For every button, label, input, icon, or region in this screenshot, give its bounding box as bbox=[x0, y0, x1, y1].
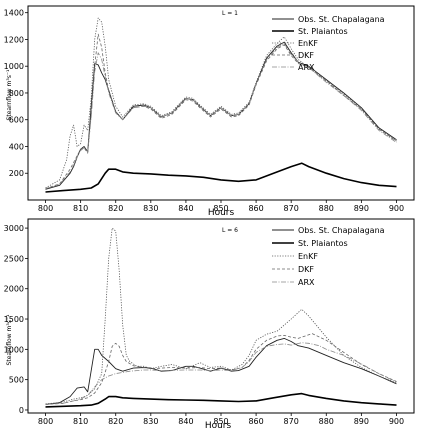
panel-l6-frame bbox=[27, 218, 415, 414]
x-tick-label: 900 bbox=[389, 204, 404, 213]
x-tick-label: 900 bbox=[389, 417, 404, 426]
panel-l6-series bbox=[45, 227, 397, 408]
legend-label-dkf: DKF bbox=[298, 51, 314, 60]
y-tick-label: 600 bbox=[9, 116, 24, 125]
panel-l1-x-axis-label: Hours bbox=[208, 208, 235, 218]
y-tick-label: 3000 bbox=[4, 224, 24, 233]
x-tick-label: 810 bbox=[73, 417, 88, 426]
y-tick-label: 1400 bbox=[4, 9, 24, 18]
x-tick-label: 880 bbox=[319, 417, 334, 426]
panel-l6-y-ticks: 0 500 1000 1500 2000 2500 3000 bbox=[4, 224, 28, 415]
x-tick-label: 820 bbox=[108, 204, 123, 213]
series-line-dkf bbox=[45, 33, 397, 189]
series-line-enkf bbox=[45, 227, 397, 405]
y-tick-label: 2500 bbox=[4, 254, 24, 263]
panel-l6-legend: Obs. St. Chapalagana St. Plaiantos EnKF DKF… bbox=[272, 226, 385, 287]
legend-label-dkf: DKF bbox=[298, 265, 314, 274]
series-line-st-plaiantos bbox=[45, 392, 397, 408]
series-line-arx bbox=[45, 342, 397, 405]
x-tick-label: 860 bbox=[248, 204, 263, 213]
y-tick-label: 400 bbox=[9, 142, 24, 151]
x-tick-label: 800 bbox=[38, 417, 53, 426]
x-tick-label: 840 bbox=[178, 204, 193, 213]
x-tick-label: 800 bbox=[38, 204, 53, 213]
x-tick-label: 870 bbox=[284, 204, 299, 213]
legend-label-obs-chapalagana: Obs. St. Chapalagana bbox=[298, 15, 385, 24]
panel-l6-x-ticks: 800 810 820 830 840 850 860 870 880 890 900 bbox=[38, 413, 404, 426]
y-tick-label: 0 bbox=[19, 406, 24, 415]
y-tick-label: 1000 bbox=[4, 62, 24, 71]
legend-label-st-plaiantos: St. Plaiantos bbox=[298, 27, 348, 36]
panel-l1-title: L = 1 bbox=[222, 10, 238, 17]
y-tick-label: 1000 bbox=[4, 345, 24, 354]
y-tick-label: 2000 bbox=[4, 285, 24, 294]
x-tick-label: 890 bbox=[354, 417, 369, 426]
panel-l6-y-axis-label: Stearnflow m³s⁻¹ bbox=[6, 314, 13, 366]
panel-l1: L = 1 Stearnflow m³s⁻¹ Hours 200 400 600 80… bbox=[4, 5, 415, 218]
panel-l1-y-axis-label: Stearnflow m³s⁻¹ bbox=[6, 69, 13, 121]
panel-l1-y-ticks: 200 400 600 800 1000 1200 1400 bbox=[4, 9, 28, 178]
x-tick-label: 850 bbox=[213, 417, 228, 426]
series-line-enkf bbox=[45, 17, 397, 189]
y-tick-label: 800 bbox=[9, 89, 24, 98]
x-tick-label: 830 bbox=[143, 204, 158, 213]
x-tick-label: 880 bbox=[319, 204, 334, 213]
legend-label-obs-chapalagana: Obs. St. Chapalagana bbox=[298, 226, 385, 235]
panel-l1-series bbox=[45, 17, 397, 193]
legend-label-st-plaiantos: St. Plaiantos bbox=[298, 239, 348, 248]
legend-label-arx: ARX bbox=[298, 278, 315, 287]
x-tick-label: 820 bbox=[108, 417, 123, 426]
x-tick-label: 890 bbox=[354, 204, 369, 213]
legend-label-arx: ARX bbox=[298, 63, 315, 72]
x-tick-label: 860 bbox=[248, 417, 263, 426]
x-tick-label: 850 bbox=[213, 204, 228, 213]
series-line-arx bbox=[45, 43, 397, 189]
x-tick-label: 830 bbox=[143, 417, 158, 426]
x-tick-label: 870 bbox=[284, 417, 299, 426]
series-line-obs-chapalagana bbox=[45, 41, 397, 190]
panel-l1-legend: Obs. St. Chapalagana St. Plaiantos EnKF DKF… bbox=[272, 15, 385, 72]
legend-label-enkf: EnKF bbox=[298, 39, 318, 48]
panel-l6-title: L = 6 bbox=[222, 227, 238, 234]
panel-l6: L = 6 Stearnflow m³s⁻¹ Hours 0 500 1000 150… bbox=[4, 218, 415, 431]
y-tick-label: 500 bbox=[9, 376, 24, 385]
y-tick-label: 1200 bbox=[4, 35, 24, 44]
series-line-st-plaiantos bbox=[45, 162, 397, 193]
y-tick-label: 1500 bbox=[4, 315, 24, 324]
y-tick-label: 200 bbox=[9, 169, 24, 178]
series-line-obs-chapalagana bbox=[45, 337, 397, 405]
panel-l6-x-axis-label: Hours bbox=[205, 421, 232, 431]
x-tick-label: 840 bbox=[178, 417, 193, 426]
panel-l1-x-ticks: 800 810 820 830 840 850 860 870 880 890 900 bbox=[38, 200, 404, 213]
x-tick-label: 810 bbox=[73, 204, 88, 213]
legend-label-enkf: EnKF bbox=[298, 252, 318, 261]
